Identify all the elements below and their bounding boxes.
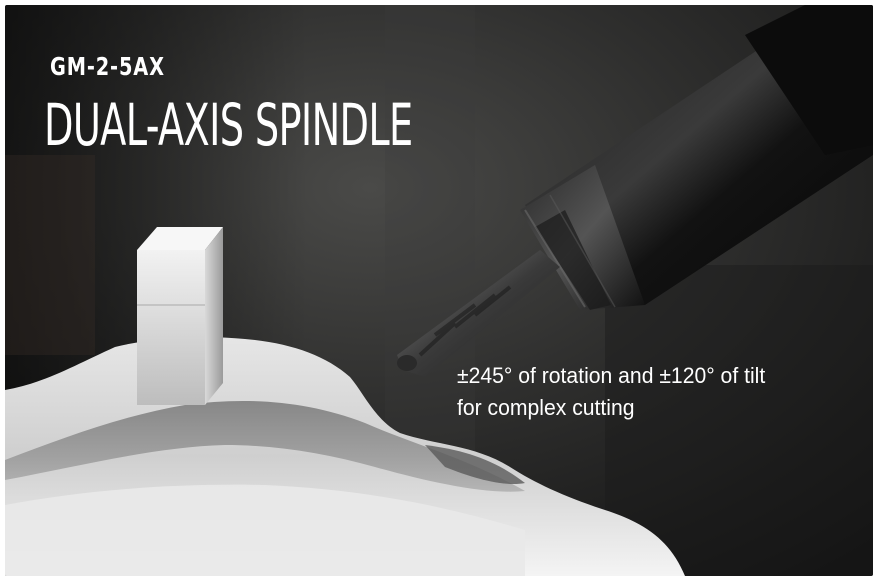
- caption-line-1: ±245° of rotation and ±120° of tilt: [457, 363, 766, 388]
- spindle-photo: [5, 5, 873, 576]
- caption-line-2: for complex cutting: [457, 395, 635, 420]
- feature-caption: ±245° of rotation and ±120° of tilt for …: [457, 360, 842, 424]
- model-code: GM-2-5AX: [50, 52, 165, 81]
- headline: DUAL-AXIS SPINDLE: [44, 91, 413, 159]
